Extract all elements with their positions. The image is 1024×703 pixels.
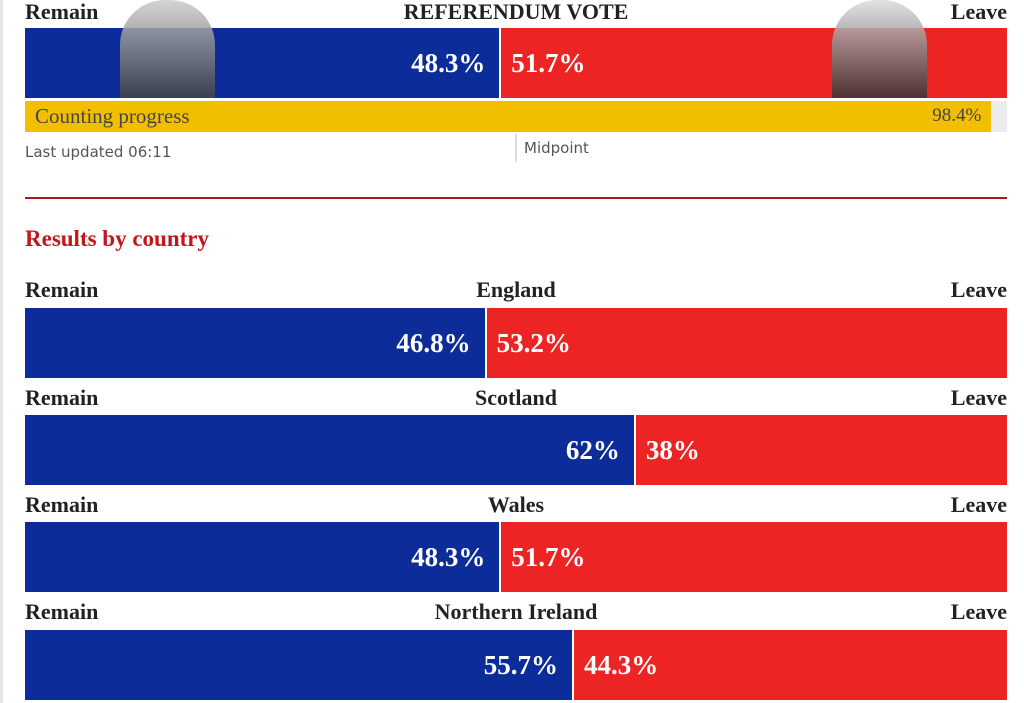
midpoint-line [515, 134, 517, 162]
race-title: Northern Ireland [434, 599, 598, 624]
leave-bar [571, 630, 1007, 700]
last-updated: Last updated 06:11 [25, 143, 172, 161]
leave-label: Leave [950, 277, 1007, 302]
leave-label: Leave [950, 385, 1007, 410]
section-title: Results by country [25, 226, 210, 251]
leave-photo [832, 0, 927, 98]
leave-bar [633, 415, 1007, 485]
remain-label: Remain [25, 599, 99, 624]
remain-bar [25, 522, 500, 592]
remain-photo [120, 0, 215, 98]
remain-value: 48.3% [411, 542, 486, 572]
progress-value: 98.4% [932, 105, 982, 126]
leave-bar [499, 522, 1007, 592]
race-title: Wales [487, 492, 545, 517]
remain-label: Remain [25, 277, 99, 302]
leave-value: 51.7% [511, 542, 586, 572]
remain-value: 48.3% [411, 48, 486, 78]
remain-value: 62% [565, 435, 620, 465]
remain-value: 55.7% [483, 650, 558, 680]
side-rule [0, 0, 3, 703]
race-title: REFERENDUM VOTE [403, 0, 629, 24]
leave-label: Leave [950, 599, 1007, 624]
remain-label: Remain [25, 492, 99, 517]
divider [25, 197, 1007, 199]
leave-bar [484, 308, 1007, 378]
leave-value: 53.2% [496, 328, 571, 358]
remain-bar [25, 415, 634, 485]
remain-bar [25, 28, 500, 98]
leave-value: 44.3% [583, 650, 659, 680]
leave-label: Leave [950, 0, 1007, 24]
remain-label: Remain [25, 0, 99, 24]
race-title: England [476, 277, 556, 302]
remain-label: Remain [25, 385, 99, 410]
leave-value: 51.7% [511, 48, 586, 78]
remain-value: 46.8% [396, 328, 471, 358]
leave-value: 38% [645, 435, 700, 465]
leave-label: Leave [950, 492, 1007, 517]
progress-label: Counting progress [35, 104, 190, 128]
progress-bar [25, 101, 992, 132]
remain-bar [25, 308, 485, 378]
midpoint-label: Midpoint [524, 139, 589, 157]
remain-bar [25, 630, 572, 700]
race-title: Scotland [475, 385, 557, 410]
